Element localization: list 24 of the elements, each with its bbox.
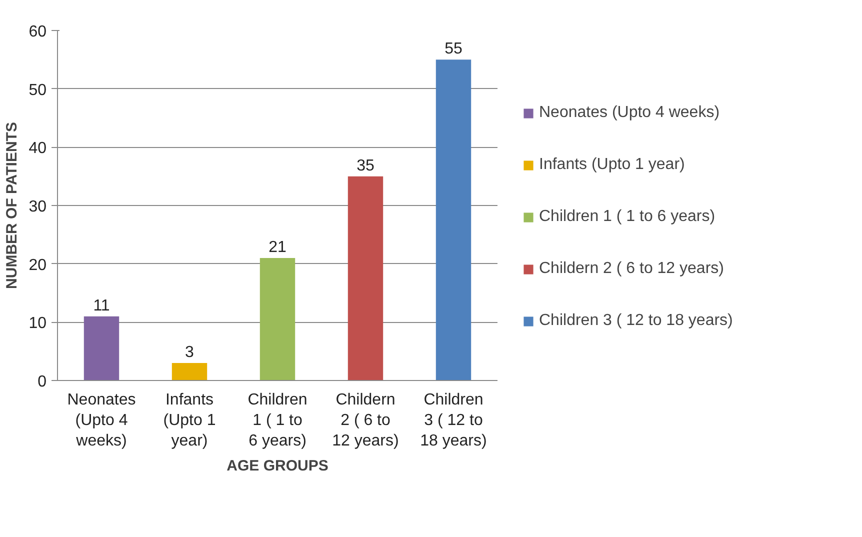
x-tick-label: Neonates (Upto 4 weeks)	[67, 392, 136, 450]
x-axis-title: AGE GROUPS	[226, 457, 328, 474]
legend-label: Infants (Upto 1 year)	[539, 156, 685, 174]
y-tick-label: 50	[28, 82, 47, 99]
legend-label: Neonates (Upto 4 weeks)	[539, 104, 720, 122]
data-label: 3	[185, 344, 194, 361]
y-tick-label: 40	[28, 140, 47, 158]
legend-label: Children 1 ( 1 to 6 years)	[539, 208, 716, 226]
y-tick-label: 60	[28, 24, 47, 40]
data-label: 21	[268, 239, 286, 256]
data-label: 11	[93, 297, 110, 314]
x-tick-label: Infants (Upto 1 year)	[163, 392, 216, 450]
y-axis-title: NUMBER OF PATIENTS	[4, 122, 21, 289]
x-tick-label: Children 3 ( 12 to 18 years)	[420, 392, 487, 450]
x-tick-label: Children 1 ( 1 to 6 years)	[248, 392, 308, 450]
y-tick-label: 20	[28, 256, 47, 274]
legend-label: Childern 2 ( 6 to 12 years)	[539, 260, 724, 278]
data-label: 55	[444, 40, 462, 58]
y-tick-label: 10	[28, 315, 47, 332]
y-tick-label: 0	[38, 374, 47, 390]
x-tick-label: Childern 2 ( 6 to 12 years)	[332, 392, 399, 450]
data-label: 35	[356, 157, 374, 174]
legend-label: Children 3 ( 12 to 18 years)	[539, 312, 733, 330]
y-tick-label: 30	[28, 198, 47, 216]
